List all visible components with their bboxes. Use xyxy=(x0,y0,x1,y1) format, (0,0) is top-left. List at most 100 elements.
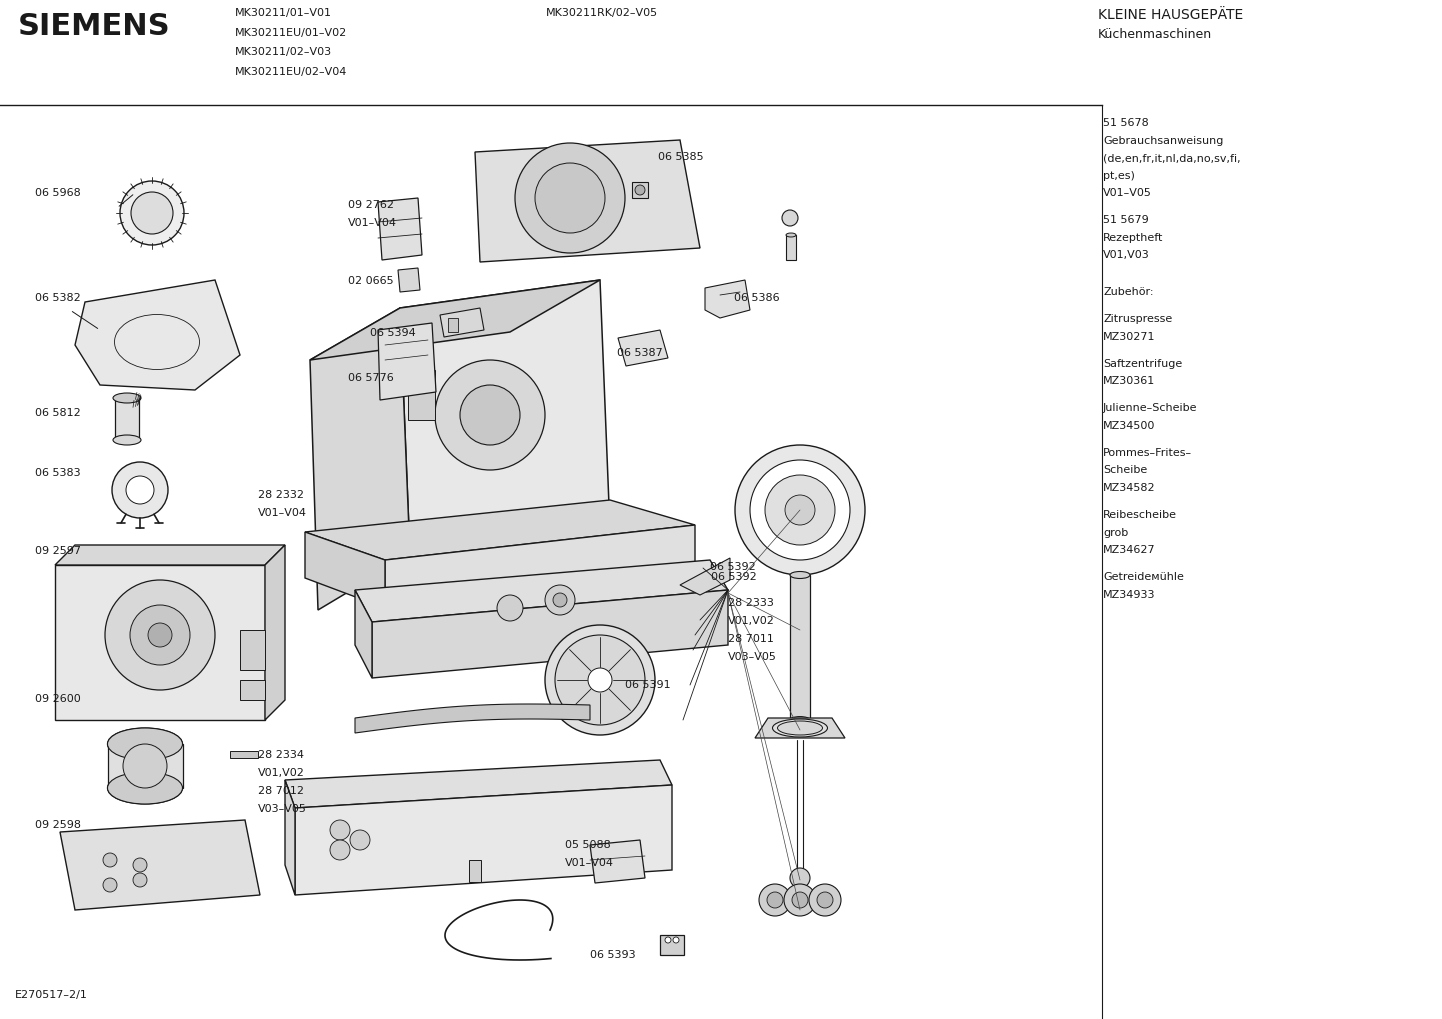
Circle shape xyxy=(133,858,147,872)
Polygon shape xyxy=(355,704,590,733)
Text: Zitruspresse: Zitruspresse xyxy=(1103,314,1172,324)
Bar xyxy=(115,398,138,440)
Circle shape xyxy=(330,840,350,860)
Circle shape xyxy=(735,445,865,575)
Circle shape xyxy=(766,475,835,545)
Text: 09 2597: 09 2597 xyxy=(35,546,81,556)
Text: V03–V05: V03–V05 xyxy=(728,652,777,662)
Text: 06 5392: 06 5392 xyxy=(709,562,756,572)
Polygon shape xyxy=(75,280,239,390)
Circle shape xyxy=(782,210,797,226)
Text: 06 5393: 06 5393 xyxy=(590,950,636,960)
Circle shape xyxy=(131,192,173,234)
Text: KLEINE HAUSGЕРÄTE: KLEINE HAUSGЕРÄTE xyxy=(1097,8,1243,22)
Circle shape xyxy=(133,873,147,887)
Circle shape xyxy=(125,476,154,504)
Bar xyxy=(632,182,647,198)
Polygon shape xyxy=(310,280,600,360)
Polygon shape xyxy=(378,323,435,400)
Ellipse shape xyxy=(112,435,141,445)
Circle shape xyxy=(545,585,575,615)
Polygon shape xyxy=(378,198,423,260)
Text: Julienne–Scheibe: Julienne–Scheibe xyxy=(1103,404,1197,414)
Text: MK30211EU/01–V02: MK30211EU/01–V02 xyxy=(235,28,348,38)
Circle shape xyxy=(120,181,185,245)
Circle shape xyxy=(818,892,833,908)
Circle shape xyxy=(123,744,167,788)
Circle shape xyxy=(435,360,545,470)
Ellipse shape xyxy=(777,721,822,735)
Circle shape xyxy=(758,884,792,916)
Circle shape xyxy=(588,668,611,692)
Text: Rezeptheft: Rezeptheft xyxy=(1103,232,1164,243)
Polygon shape xyxy=(440,308,485,337)
Text: Saftzentrifuge: Saftzentrifuge xyxy=(1103,359,1182,369)
Ellipse shape xyxy=(790,716,810,723)
Polygon shape xyxy=(399,280,610,555)
Circle shape xyxy=(750,460,849,560)
Text: 06 5387: 06 5387 xyxy=(617,348,663,358)
Circle shape xyxy=(792,892,808,908)
Text: MK30211/01–V01: MK30211/01–V01 xyxy=(235,8,332,18)
Polygon shape xyxy=(265,545,286,720)
Circle shape xyxy=(515,143,624,253)
Polygon shape xyxy=(296,785,672,895)
Text: 06 5392: 06 5392 xyxy=(711,572,757,582)
Ellipse shape xyxy=(108,772,183,804)
Ellipse shape xyxy=(108,728,183,760)
Circle shape xyxy=(105,580,215,690)
Bar xyxy=(239,680,265,700)
Text: MK30211EU/02–V04: MK30211EU/02–V04 xyxy=(235,66,348,76)
Text: grob: grob xyxy=(1103,528,1128,537)
Circle shape xyxy=(784,495,815,525)
Circle shape xyxy=(460,385,521,445)
Text: Küchenmaschinen: Küchenmaschinen xyxy=(1097,28,1213,41)
Circle shape xyxy=(555,635,645,725)
Bar xyxy=(239,630,265,671)
Text: Reibescheibe: Reibescheibe xyxy=(1103,510,1177,520)
Text: (de,en,fr,it,nl,da,no,sv,fi,: (de,en,fr,it,nl,da,no,sv,fi, xyxy=(1103,153,1240,163)
Circle shape xyxy=(552,593,567,607)
Text: 06 5394: 06 5394 xyxy=(371,328,415,338)
Circle shape xyxy=(497,595,523,621)
Text: 09 2762: 09 2762 xyxy=(348,200,394,210)
Text: MK30211/02–V03: MK30211/02–V03 xyxy=(235,47,332,57)
Circle shape xyxy=(673,937,679,943)
Text: MZ34627: MZ34627 xyxy=(1103,545,1155,555)
Circle shape xyxy=(545,625,655,735)
Circle shape xyxy=(149,623,172,647)
Text: 28 7011: 28 7011 xyxy=(728,634,774,644)
Polygon shape xyxy=(756,718,845,738)
Text: 06 5776: 06 5776 xyxy=(348,373,394,383)
Bar xyxy=(108,744,183,788)
Bar xyxy=(660,935,684,955)
Text: 28 2334: 28 2334 xyxy=(258,750,304,760)
Text: pt,es): pt,es) xyxy=(1103,170,1135,180)
Text: MK30211RK/02–V05: MK30211RK/02–V05 xyxy=(547,8,658,18)
Text: 06 5391: 06 5391 xyxy=(624,680,671,690)
Text: MZ30271: MZ30271 xyxy=(1103,331,1155,341)
Bar xyxy=(469,860,482,882)
Text: V03–V05: V03–V05 xyxy=(258,804,307,814)
Polygon shape xyxy=(372,590,728,678)
Polygon shape xyxy=(705,280,750,318)
Polygon shape xyxy=(474,140,699,262)
Text: 06 5383: 06 5383 xyxy=(35,468,81,478)
Text: 06 5968: 06 5968 xyxy=(35,187,81,198)
Circle shape xyxy=(809,884,841,916)
Text: SIEMENS: SIEMENS xyxy=(17,12,170,41)
Circle shape xyxy=(767,892,783,908)
Polygon shape xyxy=(355,560,728,622)
Circle shape xyxy=(102,878,117,892)
Polygon shape xyxy=(61,820,260,910)
Text: MZ30361: MZ30361 xyxy=(1103,376,1155,386)
Polygon shape xyxy=(310,308,410,610)
Bar xyxy=(231,751,258,758)
Polygon shape xyxy=(286,760,672,808)
Text: V01–V04: V01–V04 xyxy=(348,218,397,228)
Bar xyxy=(55,565,265,720)
Polygon shape xyxy=(385,525,695,608)
Bar xyxy=(448,318,459,332)
Polygon shape xyxy=(590,840,645,883)
Text: 06 5386: 06 5386 xyxy=(734,293,780,303)
